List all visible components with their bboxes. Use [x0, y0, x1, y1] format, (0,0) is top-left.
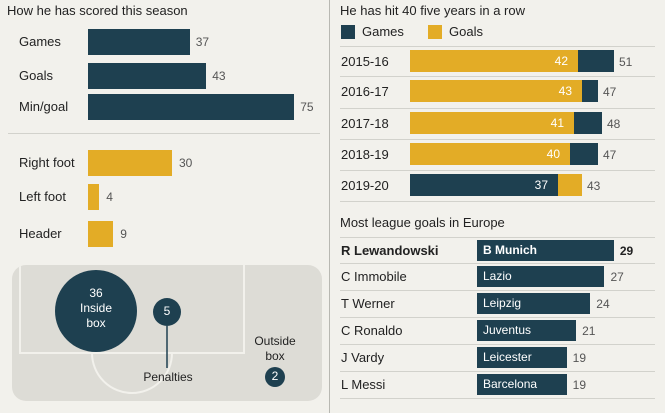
stat-bar-goals	[88, 63, 207, 89]
season-gridline-2016-17	[340, 76, 655, 77]
league-goals-c-ronaldo: 21	[582, 324, 596, 338]
stat-value-games: 37	[195, 35, 210, 49]
season-games-value-2016-17: 47	[603, 85, 617, 99]
penalties-label: Penalties	[143, 370, 193, 384]
league-player-l-messi: L Messi	[341, 377, 386, 392]
league-team-c-immobile: Lazio	[483, 269, 512, 283]
inside-box-marker	[55, 270, 137, 352]
stat-label-goals: Goals	[19, 68, 53, 83]
right-panel-title: He has hit 40 five years in a row	[340, 3, 525, 18]
legend-goals-swatch	[428, 25, 442, 39]
method-bar-right-foot	[88, 150, 172, 176]
league-gridline-r-lewandowski	[340, 237, 655, 238]
league-bar-c-immobile	[477, 266, 605, 287]
league-gridline-c-immobile	[340, 263, 655, 264]
league-goals-j-vardy: 19	[572, 351, 587, 365]
season-gridline-bottom	[340, 201, 655, 202]
league-team-t-werner: Leipzig	[483, 296, 522, 310]
penalties-value: 5	[163, 304, 171, 318]
season-gridline-2018-19	[340, 139, 655, 140]
method-label-right-foot: Right foot	[19, 155, 75, 170]
method-value-left-foot: 4	[106, 190, 113, 204]
outside-box-line2: box	[265, 349, 285, 363]
season-games-value-2015-16: 51	[619, 55, 633, 69]
league-player-c-immobile: C Immobile	[341, 269, 407, 284]
season-games-value-2018-19: 47	[603, 148, 617, 162]
season-goals-bar-2015-16	[410, 50, 578, 72]
league-title: Most league goals in Europe	[340, 215, 505, 230]
inside-box-line2: box	[86, 316, 106, 330]
league-team-j-vardy: Leicester	[483, 350, 532, 364]
season-goals-bar-2017-18	[410, 112, 574, 134]
league-goals-c-immobile: 27	[610, 270, 624, 284]
league-goals-r-lewandowski: 29	[619, 244, 634, 258]
season-label-2017-18: 2017-18	[341, 116, 389, 131]
method-bar-left-foot	[88, 184, 100, 210]
outside-box-value: 2	[271, 369, 279, 383]
league-player-j-vardy: J Vardy	[341, 350, 385, 365]
league-gridline-c-ronaldo	[340, 317, 655, 318]
season-label-2015-16: 2015-16	[341, 54, 389, 69]
league-bar-l-messi	[477, 374, 567, 395]
penalties-marker	[153, 298, 181, 326]
league-goals-t-werner: 24	[596, 297, 610, 311]
season-goals-value-2016-17: 43	[558, 84, 572, 98]
league-gridline-l-messi	[340, 371, 655, 372]
season-gridline-2019-20	[340, 170, 655, 171]
season-goals-value-2019-20: 43	[587, 179, 601, 193]
inside-box-value: 36	[89, 286, 103, 300]
legend-games-label: Games	[362, 24, 404, 39]
league-gridline-bottom	[340, 398, 655, 399]
league-bar-r-lewandowski	[477, 240, 614, 261]
inside-box-label: 36 Inside box	[56, 286, 136, 331]
league-player-t-werner: T Werner	[341, 296, 395, 311]
method-value-header: 9	[120, 227, 127, 241]
legend-games-swatch	[341, 25, 355, 39]
method-label-header: Header	[19, 226, 62, 241]
stat-bar-min-goal	[88, 94, 295, 120]
season-games-value-2017-18: 48	[607, 117, 621, 131]
season-games-value-2019-20: 37	[534, 178, 548, 192]
league-team-l-messi: Barcelona	[483, 377, 538, 391]
outside-box-line1: Outside	[254, 334, 296, 348]
season-goals-value-2017-18: 41	[550, 116, 564, 130]
season-goals-value-2018-19: 40	[546, 147, 560, 161]
stats-divider	[8, 133, 320, 134]
outside-box-label: Outside box	[240, 334, 310, 364]
league-goals-l-messi: 19	[572, 378, 587, 392]
season-goals-value-2015-16: 42	[554, 54, 568, 68]
left-panel-title: How he has scored this season	[7, 3, 188, 18]
season-games-bar-2019-20	[410, 174, 558, 196]
stat-value-min-goal: 75	[300, 100, 314, 114]
method-bar-header	[88, 221, 114, 247]
league-team-r-lewandowski: B Munich	[483, 243, 537, 257]
season-gridline-2015-16	[340, 46, 655, 47]
pitch-lines	[19, 265, 245, 394]
season-gridline-2017-18	[340, 108, 655, 109]
league-team-c-ronaldo: Juventus	[483, 323, 532, 337]
league-gridline-t-werner	[340, 290, 655, 291]
stat-label-games: Games	[19, 34, 61, 49]
season-label-2016-17: 2016-17	[341, 84, 389, 99]
league-bar-j-vardy	[477, 347, 567, 368]
legend-goals-label: Goals	[449, 24, 483, 39]
season-goals-bar-2016-17	[410, 80, 582, 102]
stat-value-goals: 43	[212, 69, 226, 83]
outside-box-marker	[265, 367, 285, 387]
method-value-right-foot: 30	[179, 156, 193, 170]
method-label-left-foot: Left foot	[19, 189, 66, 204]
league-gridline-j-vardy	[340, 344, 655, 345]
league-bar-t-werner	[477, 293, 591, 314]
panel-divider	[329, 0, 330, 413]
league-player-r-lewandowski: R Lewandowski	[341, 243, 439, 258]
inside-box-line1: Inside	[79, 301, 113, 315]
stat-bar-games	[88, 29, 190, 55]
season-label-2019-20: 2019-20	[341, 178, 389, 193]
league-player-c-ronaldo: C Ronaldo	[341, 323, 403, 338]
season-goals-bar-2018-19	[410, 143, 570, 165]
stat-label-min-goal: Min/goal	[19, 99, 69, 114]
season-label-2018-19: 2018-19	[341, 147, 389, 162]
zone-markers	[55, 270, 285, 387]
league-bar-c-ronaldo	[477, 320, 577, 341]
